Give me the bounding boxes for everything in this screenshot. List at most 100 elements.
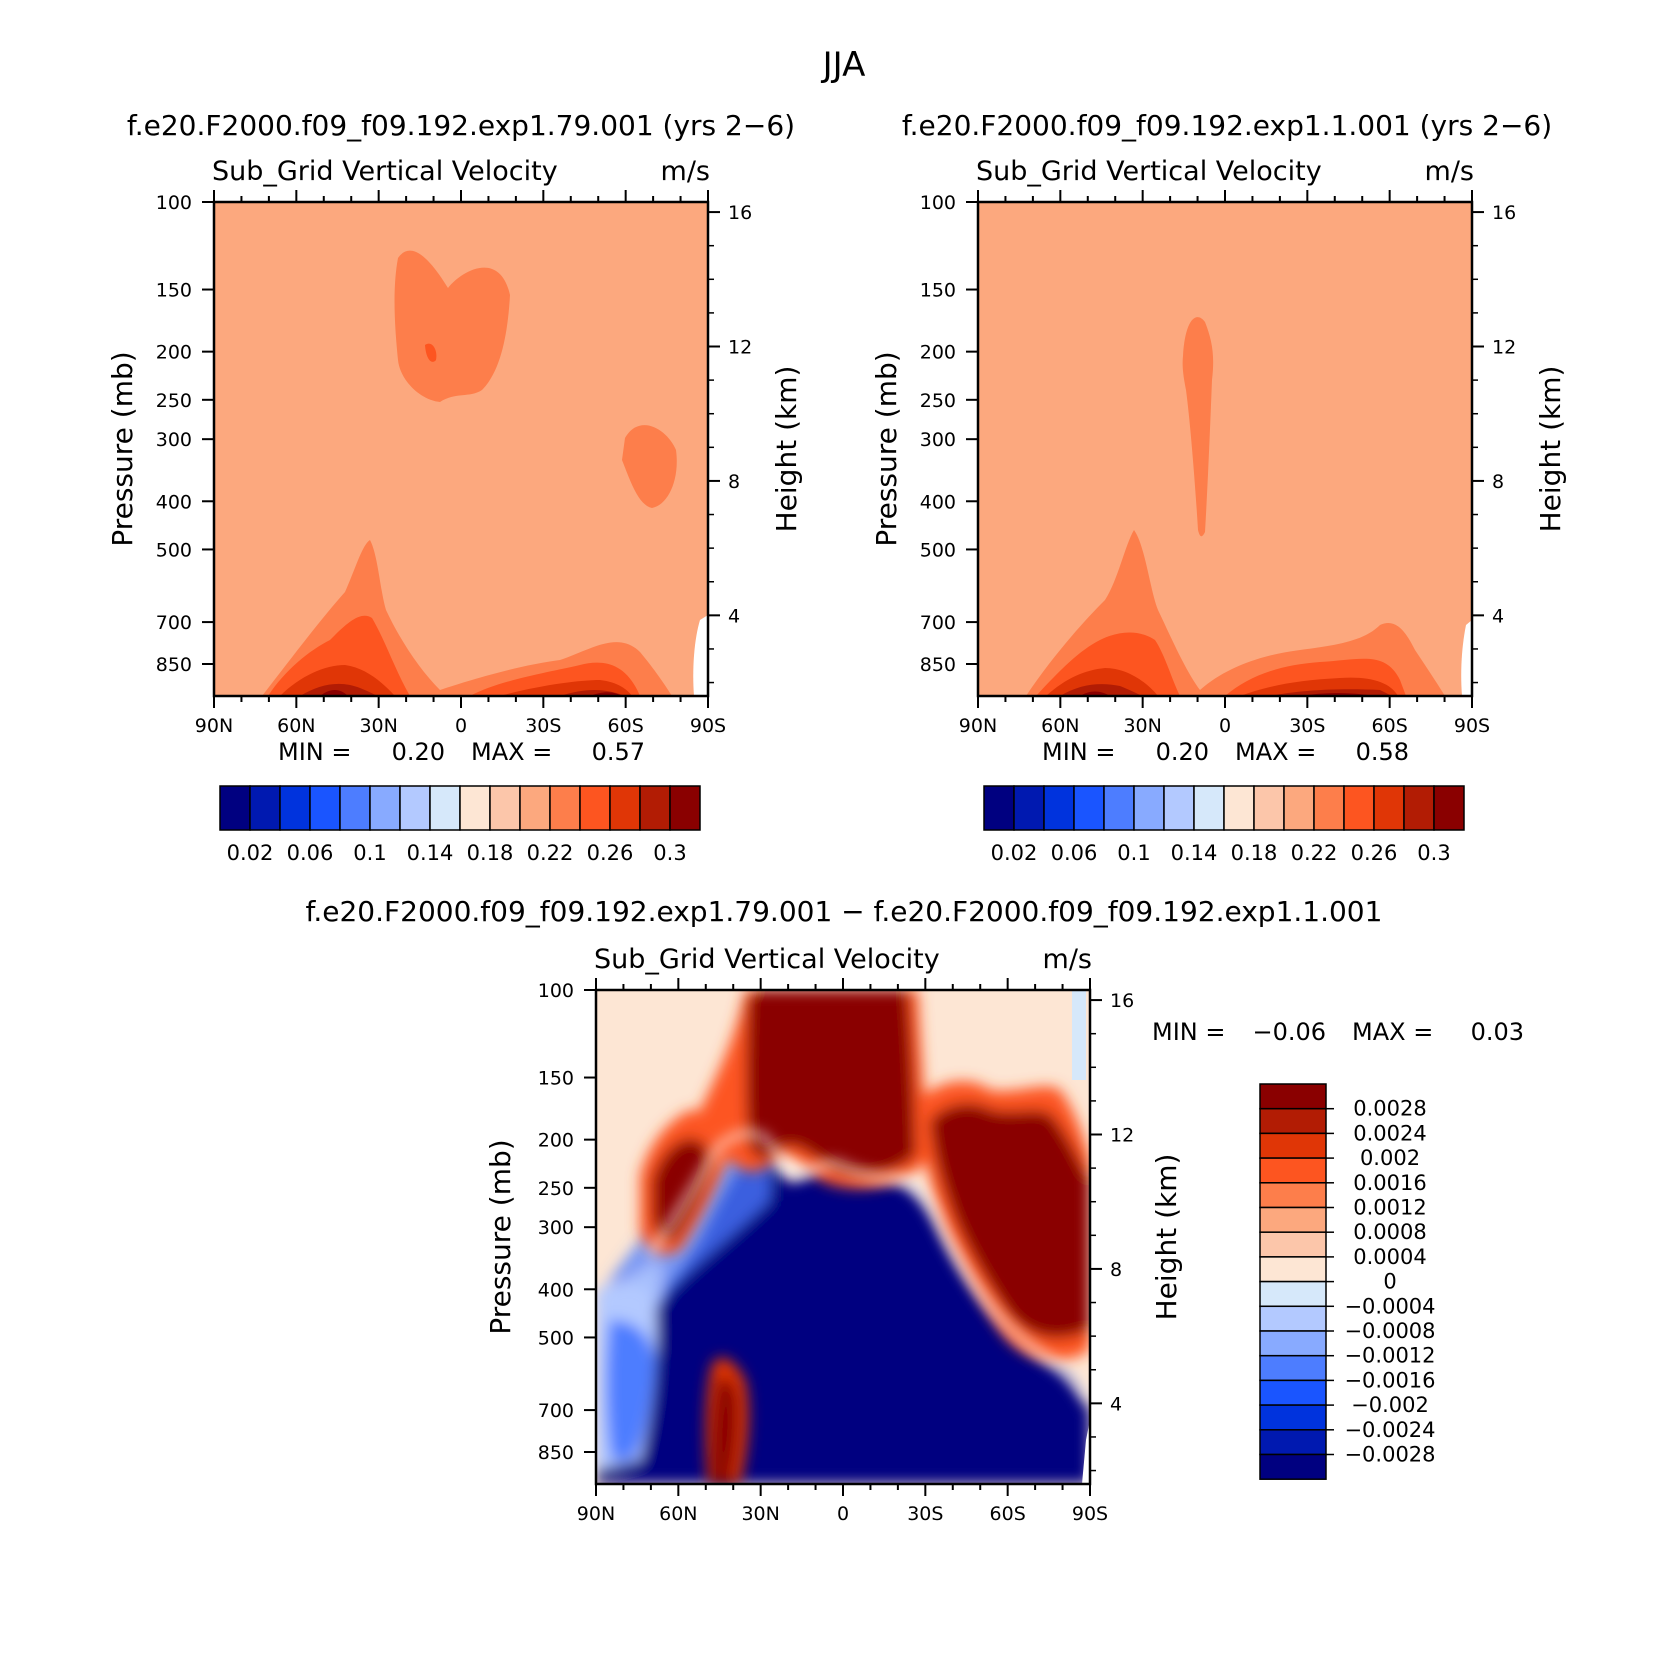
colorbar-label: 0.02 [991, 841, 1038, 865]
y-tick-label: 400 [538, 1279, 574, 1301]
colorbar-box [1259, 1305, 1327, 1332]
colorbar-box [1403, 785, 1435, 831]
x-tick-label: 30S [525, 715, 561, 737]
colorbar-label: 0.18 [1231, 841, 1278, 865]
contour-field [596, 990, 1090, 1484]
y-right-tick-label: 4 [1110, 1393, 1122, 1415]
colorbar-box [1259, 1354, 1327, 1382]
y-axis-label: Pressure (mb) [106, 351, 139, 546]
colorbar-box [1193, 785, 1225, 831]
colorbar-label: 0.0028 [1353, 1097, 1426, 1121]
colorbar-box [579, 785, 611, 831]
x-tick-label: 0 [1219, 715, 1231, 737]
colorbar-box [339, 785, 371, 831]
y-right-tick-label: 4 [1492, 605, 1504, 627]
colorbar-label: 0.22 [527, 841, 574, 865]
panel-header: f.e20.F2000.f09_f09.192.exp1.79.001 − f.… [306, 895, 1383, 928]
colorbar-label: 0.22 [1291, 841, 1338, 865]
y-tick-label: 250 [156, 390, 192, 412]
colorbar-box [1433, 785, 1465, 831]
colorbar-box [1343, 785, 1375, 831]
max-label: MAX = [1235, 738, 1316, 766]
y-tick-label: 850 [920, 654, 956, 676]
x-tick-label: 30S [907, 1503, 943, 1525]
colorbar-box [1259, 1231, 1327, 1258]
x-tick-label: 60S [1372, 715, 1408, 737]
colorbar-label: 0.26 [587, 841, 634, 865]
panel-header: f.e20.F2000.f09_f09.192.exp1.1.001 (yrs … [902, 109, 1552, 142]
y-right-tick-label: 16 [1110, 990, 1134, 1012]
colorbar-box [1259, 1206, 1327, 1233]
min-label: MIN = [1042, 738, 1115, 766]
axes: 90N 60N 30N 0 30S 60S 90S 100 150 200 250 300 400 500… [538, 978, 1134, 1525]
x-tick-label: 30N [741, 1503, 779, 1525]
max-label: MAX = [471, 738, 552, 766]
x-tick-label: 60N [1041, 715, 1079, 737]
colorbar-box [1259, 1083, 1327, 1110]
y-tick-label: 200 [920, 342, 956, 364]
y-right-tick-label: 16 [1492, 202, 1516, 224]
panel-top-right: f.e20.F2000.f09_f09.192.exp1.1.001 (yrs … [870, 109, 1567, 865]
y-right-tick-label: 16 [728, 202, 752, 224]
y-right-tick-label: 8 [1492, 471, 1504, 493]
y-tick-label: 500 [920, 539, 956, 561]
colorbar: 0.02 0.06 0.1 0.14 0.18 0.22 0.26 0.3 [219, 785, 701, 865]
x-tick-label: 60N [277, 715, 315, 737]
max-label: MAX = [1352, 1018, 1433, 1046]
colorbar-label: 0.18 [467, 841, 514, 865]
colorbar-label: −0.0012 [1344, 1344, 1435, 1368]
colorbar-label: 0.14 [1171, 841, 1218, 865]
x-tick-label: 90N [195, 715, 233, 737]
y-right-tick-label: 12 [1492, 337, 1516, 359]
colorbar-box [309, 785, 341, 831]
contour-field [214, 202, 708, 696]
colorbar-label: 0.0012 [1353, 1196, 1426, 1220]
panel-bottom-difference: f.e20.F2000.f09_f09.192.exp1.79.001 − f.… [306, 895, 1524, 1525]
colorbar-label: 0.1 [353, 841, 386, 865]
plot-title: Sub_Grid Vertical Velocity [594, 944, 940, 975]
colorbar-box [549, 785, 581, 831]
colorbar-label: 0.002 [1360, 1146, 1420, 1170]
colorbar-box [399, 785, 431, 831]
min-label: MIN = [278, 738, 351, 766]
colorbar-box [1073, 785, 1105, 831]
colorbar-box [1133, 785, 1165, 831]
colorbar-label: −0.002 [1351, 1393, 1429, 1417]
colorbar-box [1223, 785, 1255, 831]
colorbar-box [1259, 1107, 1327, 1135]
y-tick-label: 100 [156, 192, 192, 214]
colorbar-box [369, 785, 401, 831]
y-tick-label: 700 [920, 612, 956, 634]
colorbar-box [1103, 785, 1135, 831]
colorbar-box [1013, 785, 1045, 831]
colorbar-label: 0.1 [1117, 841, 1150, 865]
y-right-tick-label: 12 [728, 337, 752, 359]
y-axis-right-label: Height (km) [1150, 1154, 1183, 1321]
y-tick-label: 150 [920, 280, 956, 302]
y-axis-right-label: Height (km) [770, 366, 803, 533]
colorbar-box [669, 785, 701, 831]
y-axis-label: Pressure (mb) [870, 351, 903, 546]
colorbar-box [1259, 1429, 1327, 1456]
colorbar-box [1259, 1404, 1327, 1431]
x-tick-label: 90S [690, 715, 726, 737]
y-tick-label: 400 [156, 491, 192, 513]
colorbar-box [279, 785, 311, 831]
figure-title: JJA [821, 45, 866, 85]
colorbar-box [1253, 785, 1285, 831]
x-tick-label: 90S [1454, 715, 1490, 737]
colorbar-box [429, 785, 461, 831]
colorbar-label: 0.0016 [1353, 1171, 1426, 1195]
max-value: 0.03 [1471, 1018, 1524, 1046]
y-tick-label: 150 [156, 280, 192, 302]
axes: 90N 60N 30N 0 30S 60S 90S 100 150 200 250 300 400 500… [920, 190, 1516, 737]
colorbar-box [1259, 1280, 1327, 1308]
colorbar-box [519, 785, 551, 831]
colorbar-box [1259, 1132, 1327, 1159]
y-tick-label: 200 [156, 342, 192, 364]
colorbar-label: 0.0004 [1353, 1245, 1426, 1269]
y-tick-label: 850 [156, 654, 192, 676]
y-tick-label: 250 [538, 1178, 574, 1200]
colorbar-box [1283, 785, 1315, 831]
